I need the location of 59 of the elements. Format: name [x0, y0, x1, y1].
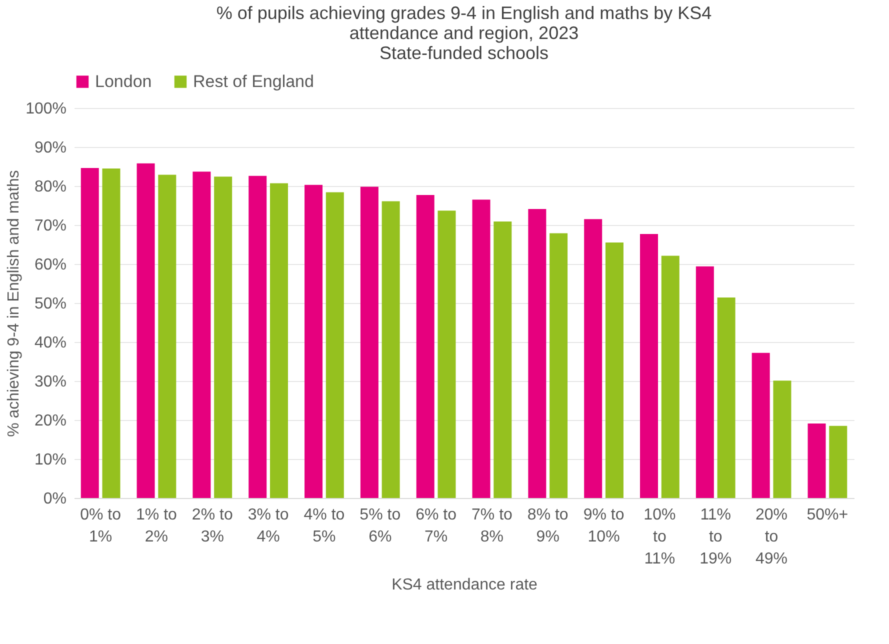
y-tick-label: 0% [43, 490, 66, 508]
bar [416, 194, 434, 498]
bar [270, 183, 288, 498]
x-tick-label: 10% to 11% [644, 506, 676, 568]
bar [304, 184, 323, 498]
x-tick-label: 2% to 3% [192, 506, 233, 546]
bar [808, 424, 826, 498]
bar [494, 221, 512, 498]
y-tick-label: 100% [26, 100, 66, 118]
bar [192, 172, 211, 498]
y-axis-title: % achieving 9-4 in English and maths [6, 170, 23, 437]
bar [248, 176, 267, 498]
bar [661, 256, 680, 498]
bar [136, 163, 155, 498]
y-tick-label: 40% [34, 334, 66, 352]
y-tick-label: 60% [34, 256, 66, 274]
x-tick-label: 20% to 49% [756, 506, 788, 568]
bar [829, 426, 848, 498]
legend-label: Rest of England [193, 72, 314, 91]
x-tick-label: 8% to 9% [527, 506, 568, 546]
x-tick-label: 0% to 1% [80, 506, 122, 546]
x-tick-label: 50%+ [806, 506, 848, 524]
y-tick-label: 30% [34, 374, 66, 390]
bar [773, 380, 792, 498]
bar [438, 210, 456, 498]
x-tick-label: 7% to 8% [471, 506, 513, 546]
bar [717, 298, 736, 498]
y-tick-label: 50% [34, 296, 66, 312]
bar [80, 168, 99, 498]
bar [214, 176, 232, 498]
bar [326, 192, 344, 498]
x-tick-label: 1% to 2% [136, 506, 178, 546]
x-tick-label: 9% to 10% [583, 506, 624, 546]
bar [102, 168, 120, 498]
chart-title: % of pupils achieving grades 9-4 in English and maths by KS4 attendance and region, 2023 [216, 3, 712, 43]
x-tick-label: 6% to 7% [416, 506, 457, 546]
x-tick-label: 5% to 6% [360, 506, 401, 546]
chart-subtitle: State-funded schools [379, 43, 549, 63]
x-tick-label: 4% to 5% [304, 506, 345, 546]
bar [360, 186, 378, 498]
bar [605, 242, 624, 498]
y-tick-label: 20% [34, 412, 66, 430]
bar [528, 209, 546, 498]
x-axis-title: KS4 attendance rate [392, 576, 538, 594]
bar [472, 200, 490, 498]
bar [550, 233, 568, 498]
x-tick-label: 11% to 19% [700, 506, 732, 568]
y-tick-label: 70% [34, 218, 66, 234]
bar [158, 174, 176, 498]
x-tick-label: 3% to 4% [248, 506, 289, 546]
y-tick-label: 10% [34, 452, 66, 468]
bar [696, 266, 714, 498]
y-tick-label: 90% [34, 140, 66, 156]
legend-label: London [95, 72, 152, 91]
bar [640, 234, 658, 498]
bar [752, 352, 770, 498]
bar [584, 219, 602, 498]
y-tick-label: 80% [34, 178, 66, 196]
bar [382, 201, 400, 498]
